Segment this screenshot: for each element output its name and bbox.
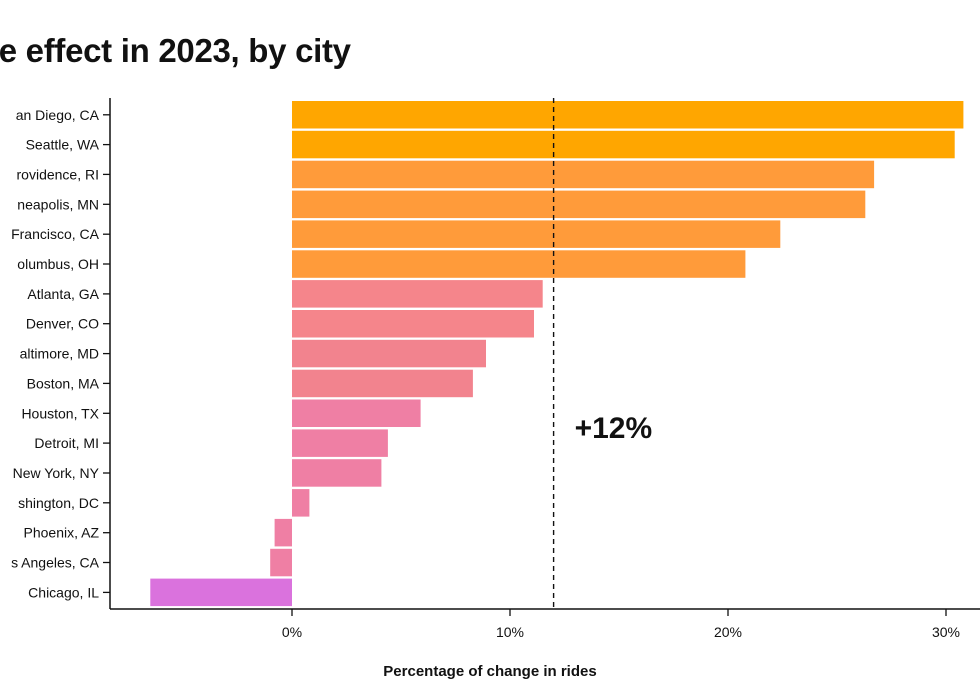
bar-15 [270,548,292,577]
bar-16 [150,578,292,607]
bar-6 [292,280,543,308]
x-axis-title: Percentage of change in rides [383,663,596,680]
bar-5 [292,250,746,278]
reference-line-label: +12% [575,412,653,445]
x-tick-label: 10% [496,624,524,640]
axes-layer: an Diego, CA Seattle, WA rovidence, RI neap… [11,98,980,640]
x-tick-label: 20% [714,624,742,640]
bar-14 [274,518,292,547]
y-tick-label: Chicago, IL [28,584,99,600]
bar-7 [292,310,534,338]
y-tick-label: Houston, TX [21,405,99,421]
y-tick-label: Denver, CO [26,316,99,332]
y-tick-label: Detroit, MI [34,435,99,451]
y-tick-label: Seattle, WA [26,137,100,153]
y-tick-label: altimore, MD [20,346,99,362]
y-tick-label: olumbus, OH [17,256,99,272]
bar-10 [292,399,421,427]
bar-3 [292,190,866,219]
bar-12 [292,459,382,487]
y-tick-label: Phoenix, AZ [24,525,100,541]
x-tick-label: 30% [932,624,960,640]
chart-title: ide effect in 2023, by city [0,32,351,69]
y-tick-label: rovidence, RI [17,166,99,182]
bar-1 [292,130,955,159]
y-tick-label: New York, NY [13,465,100,481]
y-tick-label: Francisco, CA [11,226,100,242]
bars-layer [150,101,964,607]
y-tick-label: Boston, MA [27,375,100,391]
bar-13 [292,489,310,517]
y-tick-label: neapolis, MN [17,196,99,212]
x-tick-label: 0% [282,624,302,640]
y-tick-label: s Angeles, CA [11,555,100,571]
bar-0 [292,101,964,129]
bar-9 [292,369,473,398]
bar-4 [292,220,781,248]
bar-2 [292,160,875,189]
y-tick-label: an Diego, CA [16,107,100,123]
bar-11 [292,429,388,457]
y-tick-label: shington, DC [18,495,99,511]
bar-8 [292,339,486,368]
y-tick-label: Atlanta, GA [27,286,99,302]
reference-layer: +12% [552,98,653,609]
